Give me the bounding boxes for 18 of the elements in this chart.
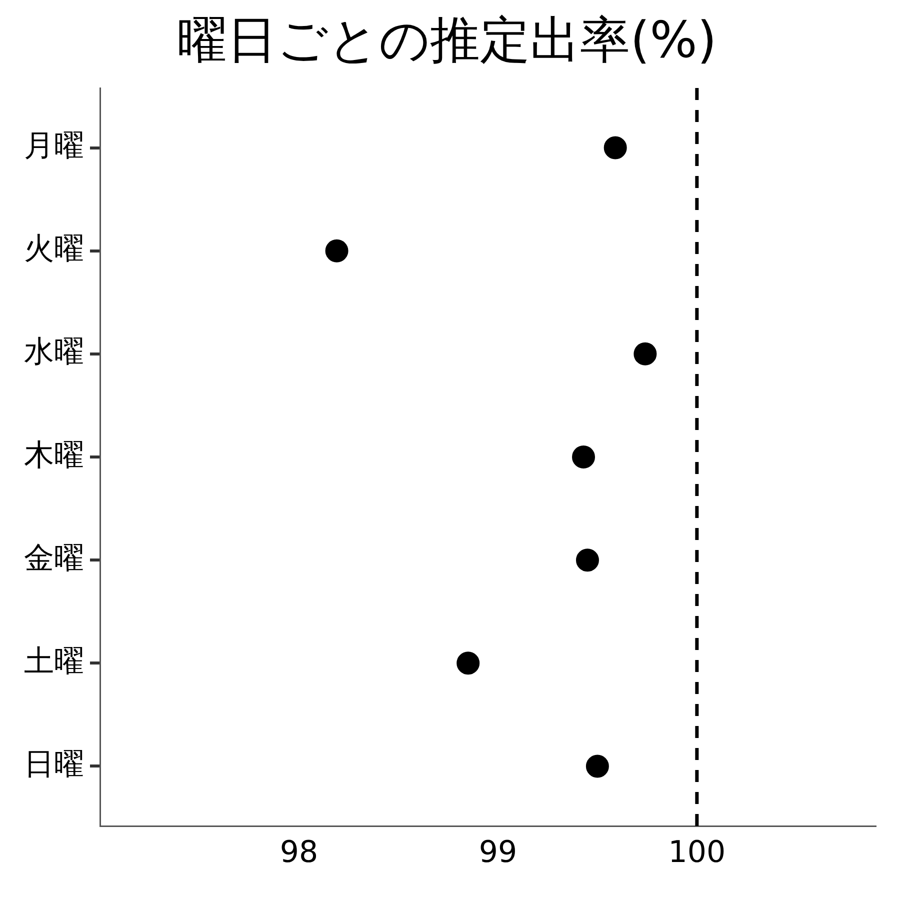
point: [586, 754, 609, 778]
y-tick-label: 月曜: [24, 128, 84, 164]
point: [634, 342, 657, 366]
point: [572, 446, 596, 468]
point: [604, 136, 627, 160]
y-tick-label: 火曜: [24, 232, 84, 267]
point: [576, 548, 599, 572]
y-tick-label: 土曜: [24, 644, 84, 679]
x-tick-label: 99: [478, 834, 518, 870]
y-tick-label: 金曜: [24, 540, 84, 576]
point: [456, 652, 480, 675]
y-tick-label: 日曜: [24, 747, 84, 782]
x-tick-label: 98: [280, 834, 318, 870]
y-tick-label: 木曜: [24, 438, 84, 473]
x-tick-label: 100: [668, 834, 726, 870]
point: [325, 239, 348, 262]
chart-title: 曜日ごとの推定出率(%): [177, 10, 717, 69]
y-tick-label: 水曜: [24, 334, 84, 370]
